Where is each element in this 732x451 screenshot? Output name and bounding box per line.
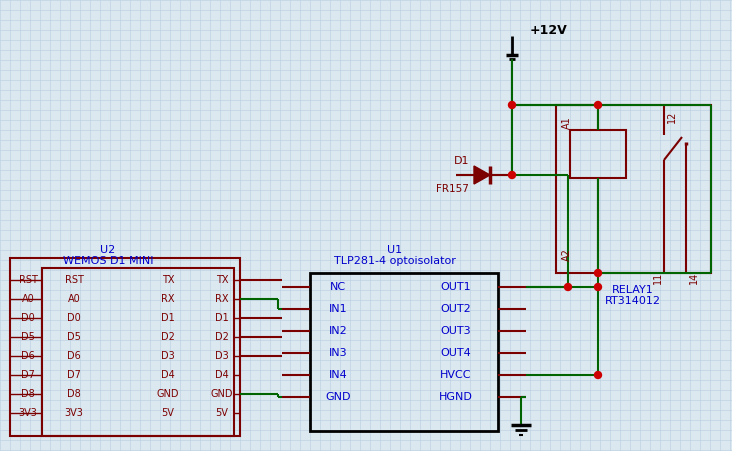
- Text: D1: D1: [454, 156, 469, 166]
- Bar: [556, 105, 711, 273]
- Text: D8: D8: [21, 389, 35, 399]
- Circle shape: [594, 372, 602, 378]
- Text: HVCC: HVCC: [440, 370, 471, 380]
- Text: GND: GND: [325, 392, 351, 402]
- Text: D7: D7: [21, 370, 35, 380]
- Bar: [42, 268, 234, 436]
- Text: +12V: +12V: [530, 23, 568, 37]
- Text: OUT3: OUT3: [441, 326, 471, 336]
- Text: D0: D0: [67, 313, 81, 323]
- Text: D7: D7: [67, 370, 81, 380]
- Text: IN1: IN1: [329, 304, 347, 314]
- Text: D4: D4: [161, 370, 175, 380]
- Text: RX: RX: [161, 294, 175, 304]
- Text: RELAY1: RELAY1: [612, 285, 654, 295]
- Text: A1: A1: [562, 117, 572, 129]
- Text: FR157: FR157: [436, 184, 469, 194]
- Text: 5V: 5V: [215, 408, 228, 418]
- Text: D8: D8: [67, 389, 81, 399]
- Text: GND: GND: [211, 389, 234, 399]
- Text: 14: 14: [689, 272, 699, 284]
- Text: GND: GND: [157, 389, 179, 399]
- Text: D5: D5: [21, 332, 35, 342]
- Circle shape: [509, 171, 515, 179]
- Text: WEMOS D1 MINI: WEMOS D1 MINI: [63, 256, 153, 266]
- Text: D4: D4: [215, 370, 229, 380]
- Text: IN2: IN2: [329, 326, 348, 336]
- Text: RX: RX: [215, 294, 228, 304]
- Text: NC: NC: [330, 282, 346, 292]
- Polygon shape: [474, 166, 490, 184]
- Text: D6: D6: [67, 351, 81, 361]
- Bar: [570, 130, 626, 178]
- Circle shape: [564, 284, 572, 290]
- Text: D1: D1: [161, 313, 175, 323]
- Text: IN4: IN4: [329, 370, 348, 380]
- Text: 3V3: 3V3: [64, 408, 83, 418]
- Text: OUT2: OUT2: [441, 304, 471, 314]
- Text: U1: U1: [387, 245, 403, 255]
- Text: TX: TX: [162, 275, 174, 285]
- Text: RT314012: RT314012: [605, 296, 661, 306]
- Text: TLP281-4 optoisolator: TLP281-4 optoisolator: [334, 256, 456, 266]
- Text: OUT1: OUT1: [441, 282, 471, 292]
- Text: D3: D3: [161, 351, 175, 361]
- Text: 12: 12: [667, 111, 677, 123]
- Text: IN3: IN3: [329, 348, 347, 358]
- Text: 11: 11: [653, 272, 663, 284]
- Text: HGND: HGND: [439, 392, 473, 402]
- Circle shape: [594, 284, 602, 290]
- Text: OUT4: OUT4: [441, 348, 471, 358]
- Bar: [310, 273, 498, 431]
- Circle shape: [594, 270, 602, 276]
- Text: D1: D1: [215, 313, 229, 323]
- Text: D6: D6: [21, 351, 35, 361]
- Bar: [10, 258, 240, 436]
- Text: D0: D0: [21, 313, 35, 323]
- Text: A0: A0: [67, 294, 81, 304]
- Text: D5: D5: [67, 332, 81, 342]
- Circle shape: [594, 101, 602, 109]
- Text: RST: RST: [18, 275, 37, 285]
- Text: A2: A2: [562, 249, 572, 262]
- Text: A0: A0: [22, 294, 34, 304]
- Text: 3V3: 3V3: [18, 408, 37, 418]
- Text: D2: D2: [215, 332, 229, 342]
- Text: 5V: 5V: [162, 408, 174, 418]
- Text: U2: U2: [100, 245, 116, 255]
- Text: D2: D2: [161, 332, 175, 342]
- Text: RST: RST: [64, 275, 83, 285]
- Circle shape: [509, 101, 515, 109]
- Text: TX: TX: [216, 275, 228, 285]
- Text: D3: D3: [215, 351, 229, 361]
